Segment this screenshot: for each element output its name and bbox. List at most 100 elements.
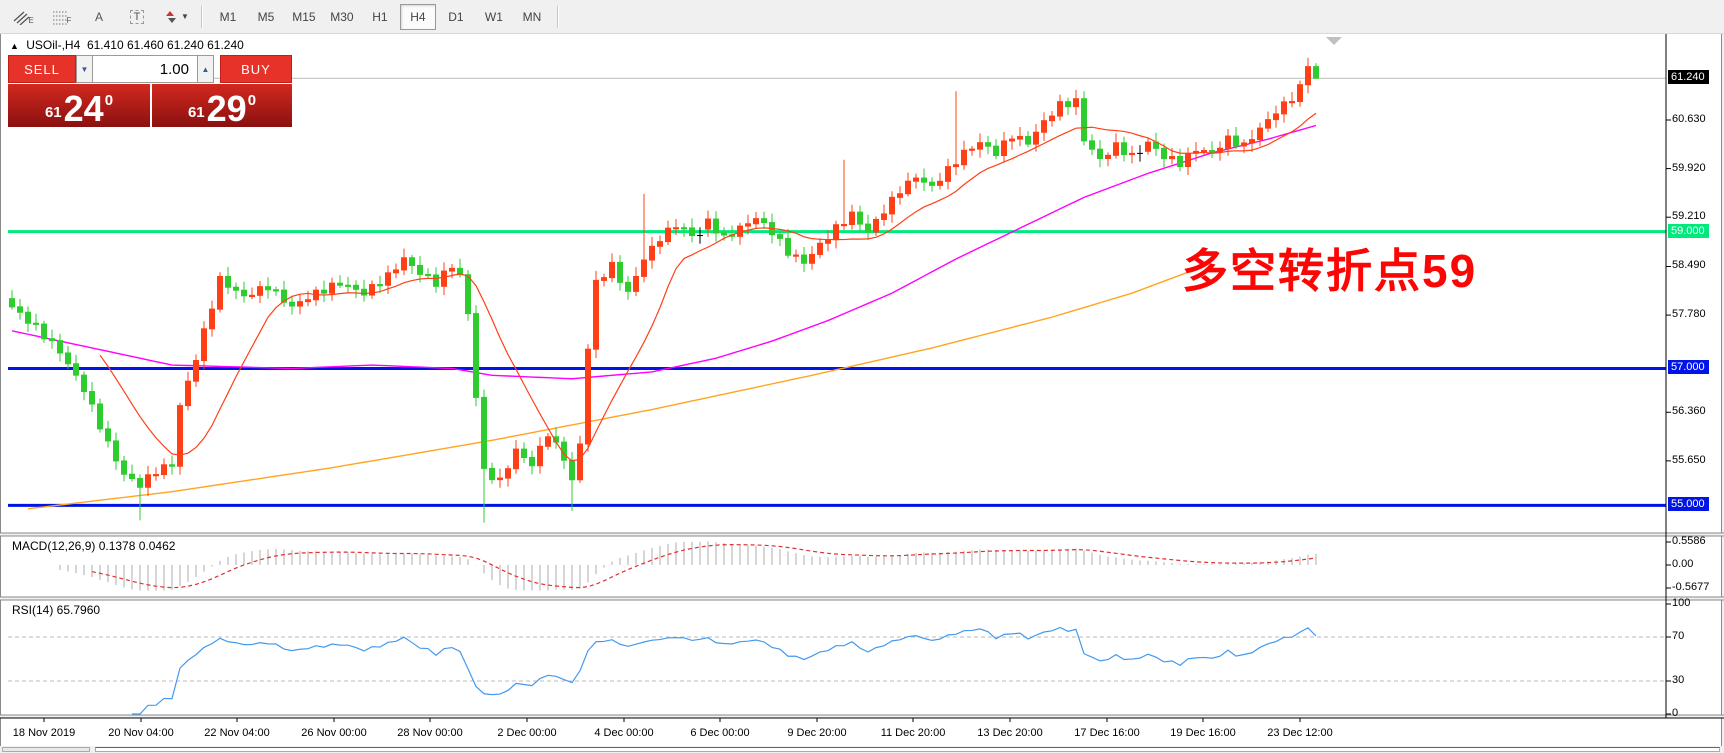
candle	[513, 448, 519, 470]
buy-price-sup: 0	[247, 92, 257, 109]
buy-price-big: 29	[206, 87, 247, 129]
symbol-timeframe: USOil-,H4	[26, 38, 81, 52]
candle	[1089, 140, 1095, 150]
sell-button[interactable]: SELL	[8, 55, 76, 83]
candle	[473, 313, 479, 398]
time-tick-label: 22 Nov 04:00	[204, 727, 270, 739]
candle	[1305, 66, 1311, 86]
bar-high: 61.460	[127, 38, 164, 52]
bottom-scroll-strip[interactable]	[95, 747, 1720, 752]
chart-text-annotation[interactable]: 多空转折点59	[1182, 245, 1478, 297]
candle	[985, 142, 991, 147]
candle	[937, 180, 943, 186]
time-tick-label: 19 Dec 16:00	[1170, 727, 1236, 739]
timeframe-button-M30[interactable]: M30	[330, 9, 354, 24]
volume-decrease-button[interactable]: ▼	[76, 55, 93, 83]
panel-splitter[interactable]	[0, 533, 1724, 536]
equidistant-channel-tool-icon[interactable]: E	[5, 4, 41, 30]
candle	[849, 211, 855, 225]
rsi-axis-label: 70	[1672, 630, 1685, 642]
candle	[721, 232, 727, 236]
text-label-tool-icon[interactable]: T	[119, 4, 155, 30]
candle	[905, 180, 911, 195]
candle	[641, 259, 647, 277]
candle	[193, 359, 199, 382]
candle	[585, 348, 591, 445]
collapse-quote-panel-icon[interactable]: ▲	[10, 41, 19, 51]
panel-splitter[interactable]	[0, 715, 1724, 718]
arrows-tool-icon[interactable]: ▼	[157, 4, 194, 30]
candle	[105, 428, 111, 442]
candle	[233, 286, 239, 291]
candle	[1265, 119, 1271, 129]
candle	[57, 340, 63, 354]
candle	[385, 272, 391, 286]
candle	[1025, 135, 1031, 145]
candle	[889, 196, 895, 215]
macd-axis-label: -0.5677	[1672, 581, 1710, 593]
timeframe-button-M5[interactable]: M5	[257, 9, 275, 24]
timeframe-button-H4[interactable]: H4	[399, 3, 436, 30]
sell-quote-button[interactable]: 61 24 0	[8, 84, 150, 127]
candle	[1241, 142, 1247, 147]
timeframe-button-W1[interactable]: W1	[484, 9, 503, 24]
volume-input[interactable]	[93, 55, 197, 83]
candle	[1049, 115, 1055, 122]
candle	[1225, 135, 1231, 149]
candle	[1313, 66, 1319, 79]
candle	[1217, 147, 1223, 153]
volume-increase-button[interactable]: ▲	[197, 55, 214, 83]
timeframe-button-D1[interactable]: D1	[448, 9, 464, 24]
candle	[249, 294, 255, 298]
candle	[713, 218, 719, 234]
bar-low: 61.240	[167, 38, 204, 52]
timeframe-button-M1[interactable]: M1	[219, 9, 237, 24]
candle	[73, 363, 79, 376]
candle	[41, 323, 47, 340]
candle	[1249, 139, 1255, 144]
fibonacci-tool-icon[interactable]: F	[52, 11, 72, 25]
candle	[425, 273, 431, 277]
timeframe-button-H1[interactable]: H1	[372, 9, 388, 24]
candle	[601, 277, 607, 281]
buy-quote-button[interactable]: 61 29 0	[152, 84, 292, 127]
time-tick-label: 13 Dec 20:00	[977, 727, 1043, 739]
macd-axis-label: 0.00	[1672, 558, 1694, 570]
candle	[17, 306, 23, 313]
candle	[137, 478, 143, 488]
candle	[417, 264, 423, 275]
panel-splitter[interactable]	[0, 597, 1724, 600]
macd-indicator-label: MACD(12,26,9) 0.1378 0.0462	[12, 539, 176, 553]
window-bottom-edge	[0, 746, 1724, 753]
candle	[1097, 148, 1103, 159]
time-tick-label: 2 Dec 00:00	[497, 727, 557, 739]
candle	[1121, 142, 1127, 156]
bottom-left-grip[interactable]	[2, 747, 90, 752]
candle	[1001, 140, 1007, 157]
timeframe-button-MN[interactable]: MN	[522, 9, 542, 24]
candle	[121, 460, 127, 475]
candle	[521, 448, 527, 459]
candle	[897, 193, 903, 198]
candle	[649, 245, 655, 261]
text-tool-icon[interactable]: A	[94, 9, 103, 24]
chart-shift-marker-icon[interactable]	[1326, 37, 1342, 45]
candle	[201, 328, 207, 361]
candle	[169, 464, 175, 467]
candle	[873, 218, 879, 233]
candle	[945, 166, 951, 182]
candle	[297, 301, 303, 307]
candle	[969, 148, 975, 151]
buy-button[interactable]: BUY	[220, 55, 292, 83]
candle	[161, 464, 167, 476]
timeframe-button-M15[interactable]: M15	[292, 9, 316, 24]
candle	[545, 436, 551, 447]
candle	[1145, 141, 1151, 152]
candle	[177, 405, 183, 467]
candle	[1233, 135, 1239, 147]
candle	[489, 467, 495, 481]
price-tick-label: 59.210	[1672, 210, 1706, 223]
candle	[393, 269, 399, 274]
candle	[1209, 150, 1215, 153]
